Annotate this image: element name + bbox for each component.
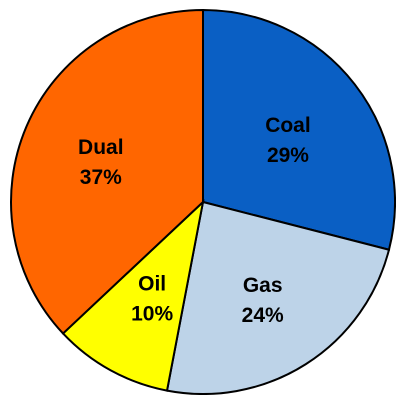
pie-label-coal-name: Coal bbox=[265, 114, 311, 137]
pie-slice-oil bbox=[61, 199, 205, 392]
pie-label-gas-name: Gas bbox=[243, 274, 283, 297]
pie-labels: Coal 29% Gas 24% Oil 10% Dual 37% bbox=[78, 114, 311, 327]
pie-label-gas: Gas 24% bbox=[242, 274, 284, 327]
pie-label-coal-percent: 29% bbox=[267, 144, 309, 167]
pie-label-dual-percent: 37% bbox=[80, 166, 122, 189]
pie-label-oil: Oil 10% bbox=[131, 273, 173, 326]
pie-label-oil-name: Oil bbox=[138, 273, 166, 296]
pie-label-gas-percent: 24% bbox=[242, 304, 284, 327]
pie-label-dual: Dual 37% bbox=[78, 136, 124, 189]
pie-slice-dual bbox=[10, 8, 204, 335]
pie-slices bbox=[10, 8, 396, 395]
pie-slice-gas bbox=[165, 200, 391, 395]
pie-label-dual-name: Dual bbox=[78, 136, 124, 159]
pie-label-coal: Coal 29% bbox=[265, 114, 311, 167]
pie-label-oil-percent: 10% bbox=[131, 303, 173, 326]
pie-slice-coal bbox=[202, 8, 396, 251]
